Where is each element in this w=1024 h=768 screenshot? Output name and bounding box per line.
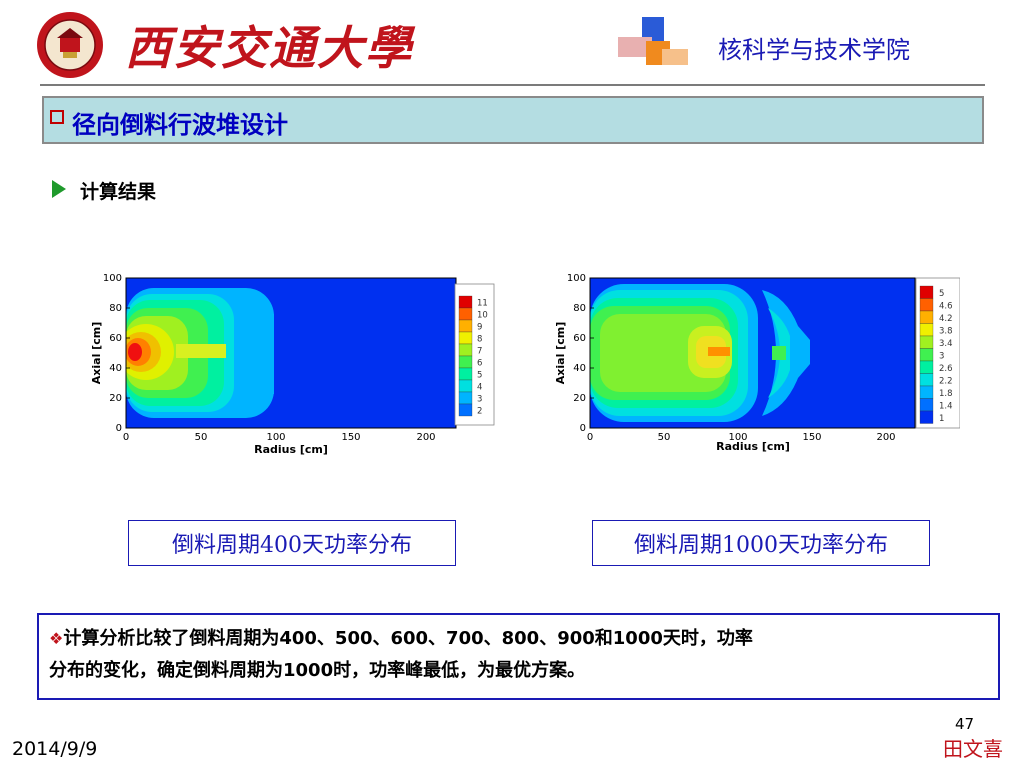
x-tick-label: 100 bbox=[266, 432, 285, 443]
legend-swatch bbox=[458, 367, 473, 381]
y-tick-label: 100 bbox=[103, 273, 122, 284]
diamond-bullet-icon: ❖ bbox=[49, 629, 64, 648]
legend-level-label: 2 bbox=[477, 407, 482, 417]
y-tick-label: 80 bbox=[573, 303, 586, 314]
legend-swatch bbox=[919, 335, 934, 349]
x-tick-label: 150 bbox=[341, 432, 360, 443]
x-tick-label: 50 bbox=[195, 432, 208, 443]
legend-level-label: 3.4 bbox=[939, 339, 953, 349]
legend-level-label: 9 bbox=[477, 323, 482, 333]
slide-title-bar: 径向倒料行波堆设计 bbox=[42, 96, 984, 144]
legend-level-label: 6 bbox=[477, 359, 482, 369]
legend-swatch bbox=[458, 331, 473, 345]
legend-swatch bbox=[919, 285, 934, 299]
plot-caption-1000: 倒料周期1000天功率分布 bbox=[592, 520, 930, 566]
power-distribution-plot-400: 0 20 40 60 80 100 0 50 100 150 200 Axial [cm] Rad… bbox=[90, 273, 495, 456]
y-tick-labels: 0 20 40 60 80 100 bbox=[567, 273, 594, 434]
y-axis-label: Axial [cm] bbox=[554, 322, 567, 384]
legend-level-label: 1.8 bbox=[939, 389, 953, 399]
y-tick-label: 40 bbox=[109, 363, 122, 374]
x-tick-label: 0 bbox=[587, 432, 593, 443]
y-tick-labels: 0 20 40 60 80 100 bbox=[103, 273, 130, 434]
legend-level-label: 8 bbox=[477, 335, 482, 345]
legend-swatch bbox=[458, 319, 473, 333]
legend-level-label: 4.6 bbox=[939, 302, 953, 312]
university-name: 西安交通大學 bbox=[125, 21, 413, 75]
legend-level-label: 1.4 bbox=[939, 402, 953, 412]
y-tick-label: 0 bbox=[116, 423, 122, 434]
legend-level-label: 1 bbox=[939, 414, 944, 424]
y-tick-label: 20 bbox=[573, 393, 586, 404]
legend-level-label: 10 bbox=[477, 311, 488, 321]
contour-field bbox=[590, 284, 810, 422]
legend-swatch bbox=[458, 307, 473, 321]
x-tick-label: 0 bbox=[123, 432, 129, 443]
y-tick-label: 0 bbox=[580, 423, 586, 434]
plot-frame bbox=[589, 277, 916, 429]
x-axis-label: Radius [cm] bbox=[254, 443, 328, 456]
y-tick-label: 20 bbox=[109, 393, 122, 404]
hollow-square-bullet-icon bbox=[50, 110, 64, 124]
y-tick-label: 60 bbox=[573, 333, 586, 344]
subheading: 计算结果 bbox=[80, 181, 157, 203]
contour-field bbox=[126, 288, 274, 418]
header-divider bbox=[40, 84, 985, 86]
conclusion-text-1: 计算分析比较了倒料周期为400、500、600、700、800、900和1000… bbox=[63, 628, 753, 649]
legend-level-label: 5 bbox=[477, 371, 482, 381]
x-tick-label: 150 bbox=[802, 432, 821, 443]
plot-caption-400: 倒料周期400天功率分布 bbox=[128, 520, 456, 566]
legend-swatch bbox=[919, 298, 934, 312]
legend-level-label: 7 bbox=[477, 347, 482, 357]
arrow-bullet-icon bbox=[52, 180, 66, 198]
legend-swatch bbox=[458, 391, 473, 405]
conclusion-line-1: ❖计算分析比较了倒料周期为400、500、600、700、800、900和100… bbox=[49, 623, 988, 655]
legend-level-label: 2.6 bbox=[939, 364, 953, 374]
x-axis-label: Radius [cm] bbox=[716, 440, 790, 453]
legend-swatch bbox=[919, 323, 934, 337]
slide-title: 径向倒料行波堆设计 bbox=[72, 111, 288, 139]
x-tick-label: 200 bbox=[416, 432, 435, 443]
legend-level-label: 3 bbox=[939, 352, 944, 362]
legend-swatch bbox=[919, 310, 934, 324]
x-tick-label: 200 bbox=[876, 432, 895, 443]
legend-level-label: 2.2 bbox=[939, 377, 953, 387]
y-axis-label: Axial [cm] bbox=[90, 322, 103, 384]
legend-swatch bbox=[458, 343, 473, 357]
legend-swatch bbox=[458, 355, 473, 369]
x-tick-label: 50 bbox=[658, 432, 671, 443]
x-tick-labels: 0 50 100 150 200 bbox=[123, 432, 436, 443]
x-tick-label: 100 bbox=[728, 432, 747, 443]
legend-level-label: 3 bbox=[477, 395, 482, 405]
legend-swatch bbox=[458, 295, 473, 309]
legend-level-label: 4.2 bbox=[939, 314, 953, 324]
legend-level-label: 3.8 bbox=[939, 327, 953, 337]
college-name: 核科学与技术学院 bbox=[718, 36, 910, 64]
legend-swatch bbox=[458, 403, 473, 417]
legend-swatch bbox=[919, 385, 934, 399]
conclusion-text-2: 分布的变化，确定倒料周期为1000时，功率峰最低，为最优方案。 bbox=[49, 660, 586, 681]
x-tick-labels: 0 50 100 150 200 bbox=[587, 432, 896, 443]
slide-date: 2014/9/9 bbox=[12, 738, 98, 760]
y-tick-label: 60 bbox=[109, 333, 122, 344]
power-distribution-plot-1000: 0 20 40 60 80 100 0 50 100 150 200 Axial [cm] Rad… bbox=[554, 273, 960, 453]
legend-swatch bbox=[919, 348, 934, 362]
legend-level-label: 5 bbox=[939, 289, 944, 299]
legend-level-label: 11 bbox=[477, 299, 488, 309]
legend-swatch bbox=[919, 398, 934, 412]
legend-swatch bbox=[919, 360, 934, 374]
university-seal-logo bbox=[37, 12, 103, 78]
legend: 11 10 9 8 7 6 5 4 3 2 bbox=[454, 283, 495, 426]
legend-swatch bbox=[919, 373, 934, 387]
y-tick-label: 40 bbox=[573, 363, 586, 374]
y-tick-label: 80 bbox=[109, 303, 122, 314]
decorative-squares-icon bbox=[618, 17, 688, 65]
legend-level-label: 4 bbox=[477, 383, 482, 393]
legend-swatch bbox=[458, 379, 473, 393]
conclusion-box: ❖计算分析比较了倒料周期为400、500、600、700、800、900和100… bbox=[37, 613, 1000, 700]
author-name: 田文喜 bbox=[943, 737, 1003, 761]
page-number: 47 bbox=[955, 715, 975, 733]
legend-swatch bbox=[919, 410, 934, 424]
legend: 5 4.6 4.2 3.8 3.4 3 2.6 2.2 1.8 1.4 1 bbox=[915, 277, 960, 429]
y-tick-label: 100 bbox=[567, 273, 586, 284]
